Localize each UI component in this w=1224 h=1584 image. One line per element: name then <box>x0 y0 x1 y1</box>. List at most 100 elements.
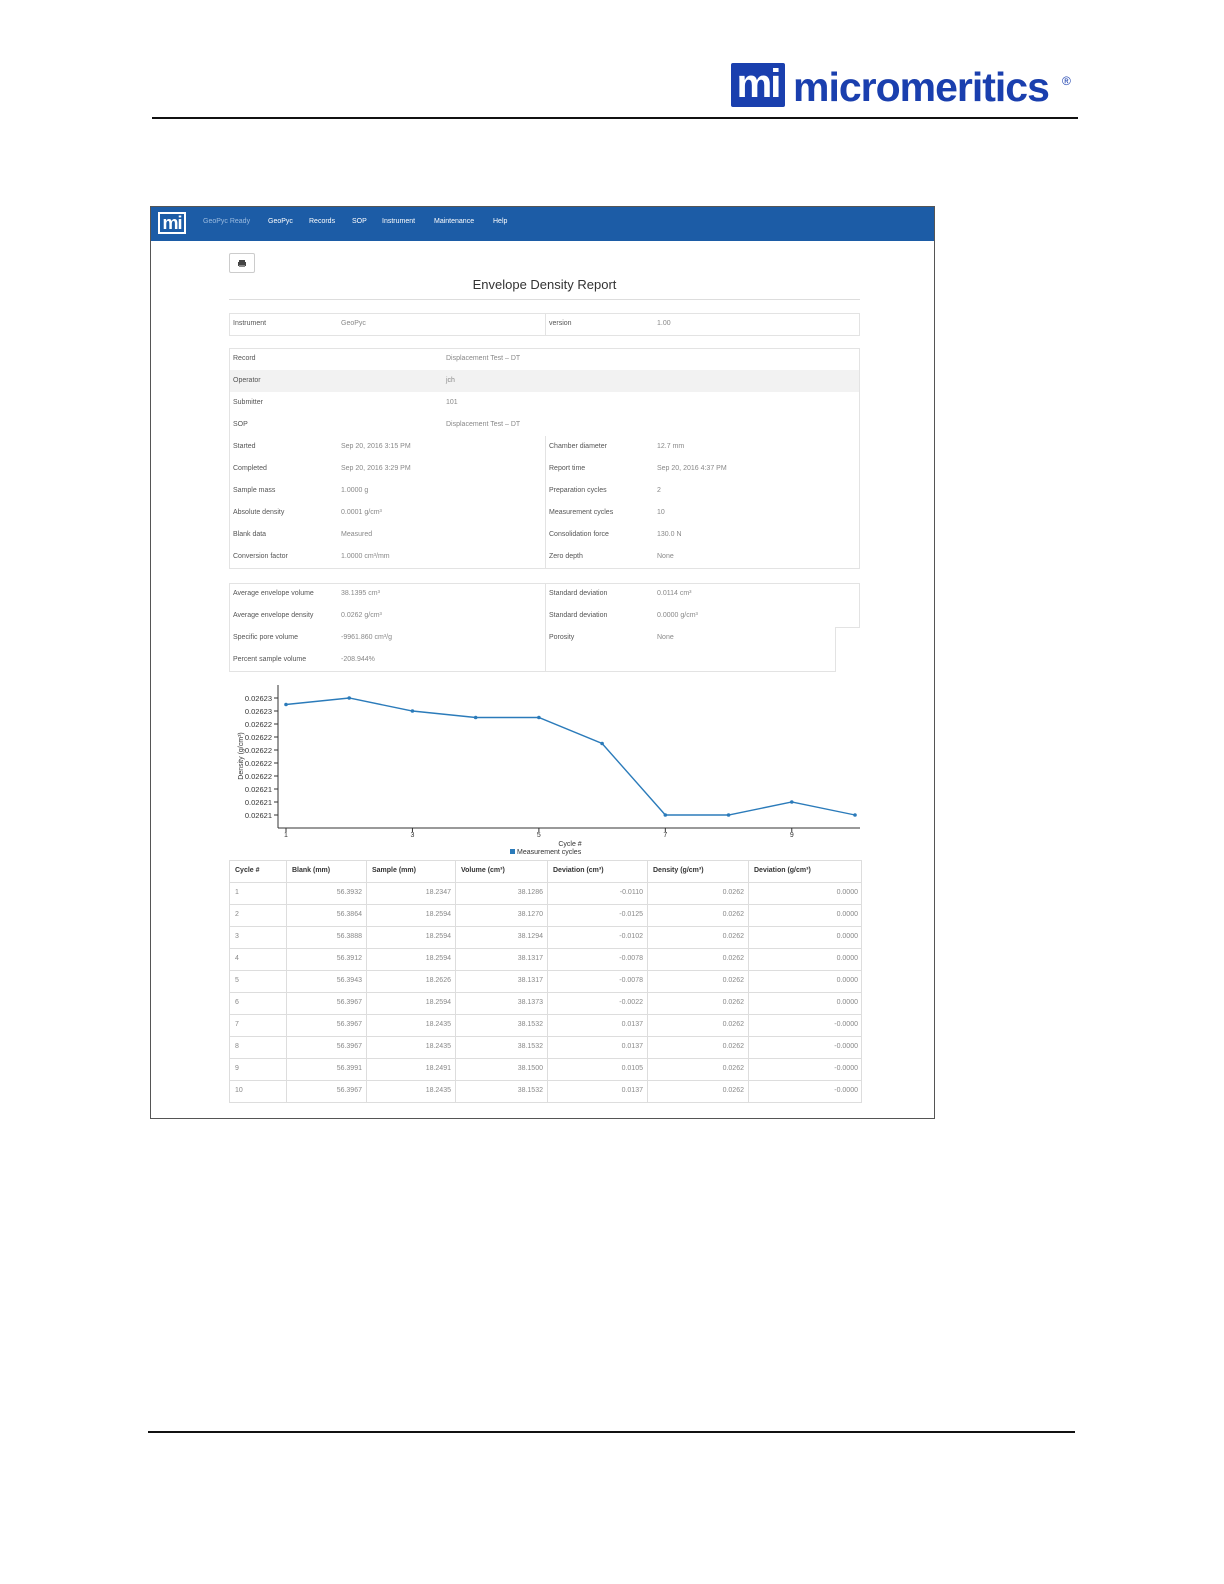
table-cell: 18.2594 <box>425 911 451 918</box>
table-cell: 38.1532 <box>517 1087 543 1094</box>
table-value: None <box>657 553 674 560</box>
table-cell: 38.1286 <box>517 889 543 896</box>
logo-name: micromeritics <box>793 64 1050 110</box>
table-value: -9961.860 cm³/g <box>341 634 392 641</box>
row-divider <box>229 992 862 993</box>
data-point <box>853 813 857 817</box>
footer-rule <box>148 1431 1075 1433</box>
table-cell: -0.0102 <box>619 933 643 940</box>
table-cell: 0.0262 <box>722 999 744 1006</box>
column-divider <box>748 860 749 1102</box>
nav-item[interactable]: GeoPyc Ready <box>203 218 251 225</box>
nav-item[interactable]: Maintenance <box>434 218 475 225</box>
table-cell: 0.0000 <box>836 955 858 962</box>
x-tick-label: 3 <box>410 832 414 839</box>
table-value: 0.0000 g/cm³ <box>657 612 698 619</box>
table-value: 1.0000 cm³/mm <box>341 553 390 560</box>
table-label: Measurement cycles <box>549 509 614 516</box>
table-cell: 1 <box>235 889 239 896</box>
table-cell: 56.3932 <box>336 889 362 896</box>
table-label: Porosity <box>549 634 575 641</box>
nav-item[interactable]: SOP <box>352 218 367 225</box>
table-label: Percent sample volume <box>233 656 307 663</box>
legend-swatch <box>510 849 515 854</box>
table-value: Displacement Test – DT <box>446 421 521 428</box>
table-cell: 38.1294 <box>517 933 543 940</box>
table-row <box>229 414 860 437</box>
cell-divider <box>545 546 546 568</box>
table-value: 0.0262 g/cm³ <box>341 612 382 619</box>
x-tick-label: 1 <box>284 832 288 839</box>
row-divider <box>229 1014 862 1015</box>
column-header: Deviation (cm³) <box>553 867 604 874</box>
table-value: None <box>657 634 674 641</box>
table-cell: 0.0000 <box>836 911 858 918</box>
table-label: Record <box>233 355 256 362</box>
table-label: Average envelope density <box>233 612 314 619</box>
table-cell: 38.1317 <box>517 955 543 962</box>
table-row <box>229 546 860 569</box>
table-cell: 0.0262 <box>722 1087 744 1094</box>
table-cell: -0.0000 <box>834 1065 858 1072</box>
table-cell: -0.0000 <box>834 1043 858 1050</box>
table-label: Started <box>233 443 256 450</box>
table-cell: 56.3991 <box>336 1065 362 1072</box>
column-header: Blank (mm) <box>292 867 331 874</box>
x-tick-label: 9 <box>790 832 794 839</box>
table-label: Submitter <box>233 399 263 406</box>
cell-divider <box>545 583 546 605</box>
column-header: Volume (cm³) <box>461 867 505 874</box>
y-tick-label: 0.02621 <box>245 811 272 820</box>
table-cell: 0.0000 <box>836 999 858 1006</box>
table-cell: 2 <box>235 911 239 918</box>
table-cell: 18.2347 <box>425 889 451 896</box>
table-cell: 0.0000 <box>836 977 858 984</box>
data-point <box>537 715 541 720</box>
table-cell: -0.0000 <box>834 1021 858 1028</box>
table-value: 0.0114 cm³ <box>657 590 692 597</box>
table-cell: 56.3888 <box>336 933 362 940</box>
table-cell: 0.0262 <box>722 933 744 940</box>
column-header: Cycle # <box>235 867 260 874</box>
print-button[interactable] <box>229 253 255 273</box>
table-cell: 56.3967 <box>336 1043 362 1050</box>
table-cell: 18.2594 <box>425 999 451 1006</box>
navbar <box>151 207 934 241</box>
nav-item[interactable]: Help <box>493 218 508 225</box>
row-divider <box>229 970 862 971</box>
column-divider <box>647 860 648 1102</box>
table-cell: -0.0125 <box>619 911 643 918</box>
column-header: Sample (mm) <box>372 867 416 874</box>
table-cell: 8 <box>235 1043 239 1050</box>
data-point <box>347 696 352 700</box>
row-divider <box>229 904 862 905</box>
header-rule <box>152 117 1078 119</box>
row-divider <box>229 882 862 883</box>
table-label: Sample mass <box>233 487 276 494</box>
table-value: 2 <box>657 487 661 494</box>
table-value: Measured <box>341 531 373 538</box>
cell-divider <box>545 458 546 480</box>
logo-icon: mi <box>731 63 785 107</box>
y-tick-label: 0.02622 <box>245 746 272 755</box>
data-point <box>663 813 668 817</box>
table-cell: 18.2491 <box>425 1065 451 1072</box>
nav-item[interactable]: Records <box>309 218 336 225</box>
table-cell: -0.0078 <box>619 955 643 962</box>
table-cell: 5 <box>235 977 239 984</box>
cell-divider <box>545 605 546 627</box>
table-row <box>229 313 860 336</box>
table-row <box>229 370 860 393</box>
table-value: 10 <box>657 509 665 516</box>
table-label: Absolute density <box>233 509 285 516</box>
row-divider <box>229 1058 862 1059</box>
column-header: Deviation (g/cm³) <box>754 867 811 874</box>
nav-item[interactable]: GeoPyc <box>268 218 293 225</box>
series-line <box>285 697 856 816</box>
table-cell: 4 <box>235 955 239 962</box>
table-cell: 0.0262 <box>722 977 744 984</box>
nav-item[interactable]: Instrument <box>382 218 416 225</box>
table-label: Zero depth <box>549 553 583 560</box>
row-divider <box>229 1080 862 1081</box>
